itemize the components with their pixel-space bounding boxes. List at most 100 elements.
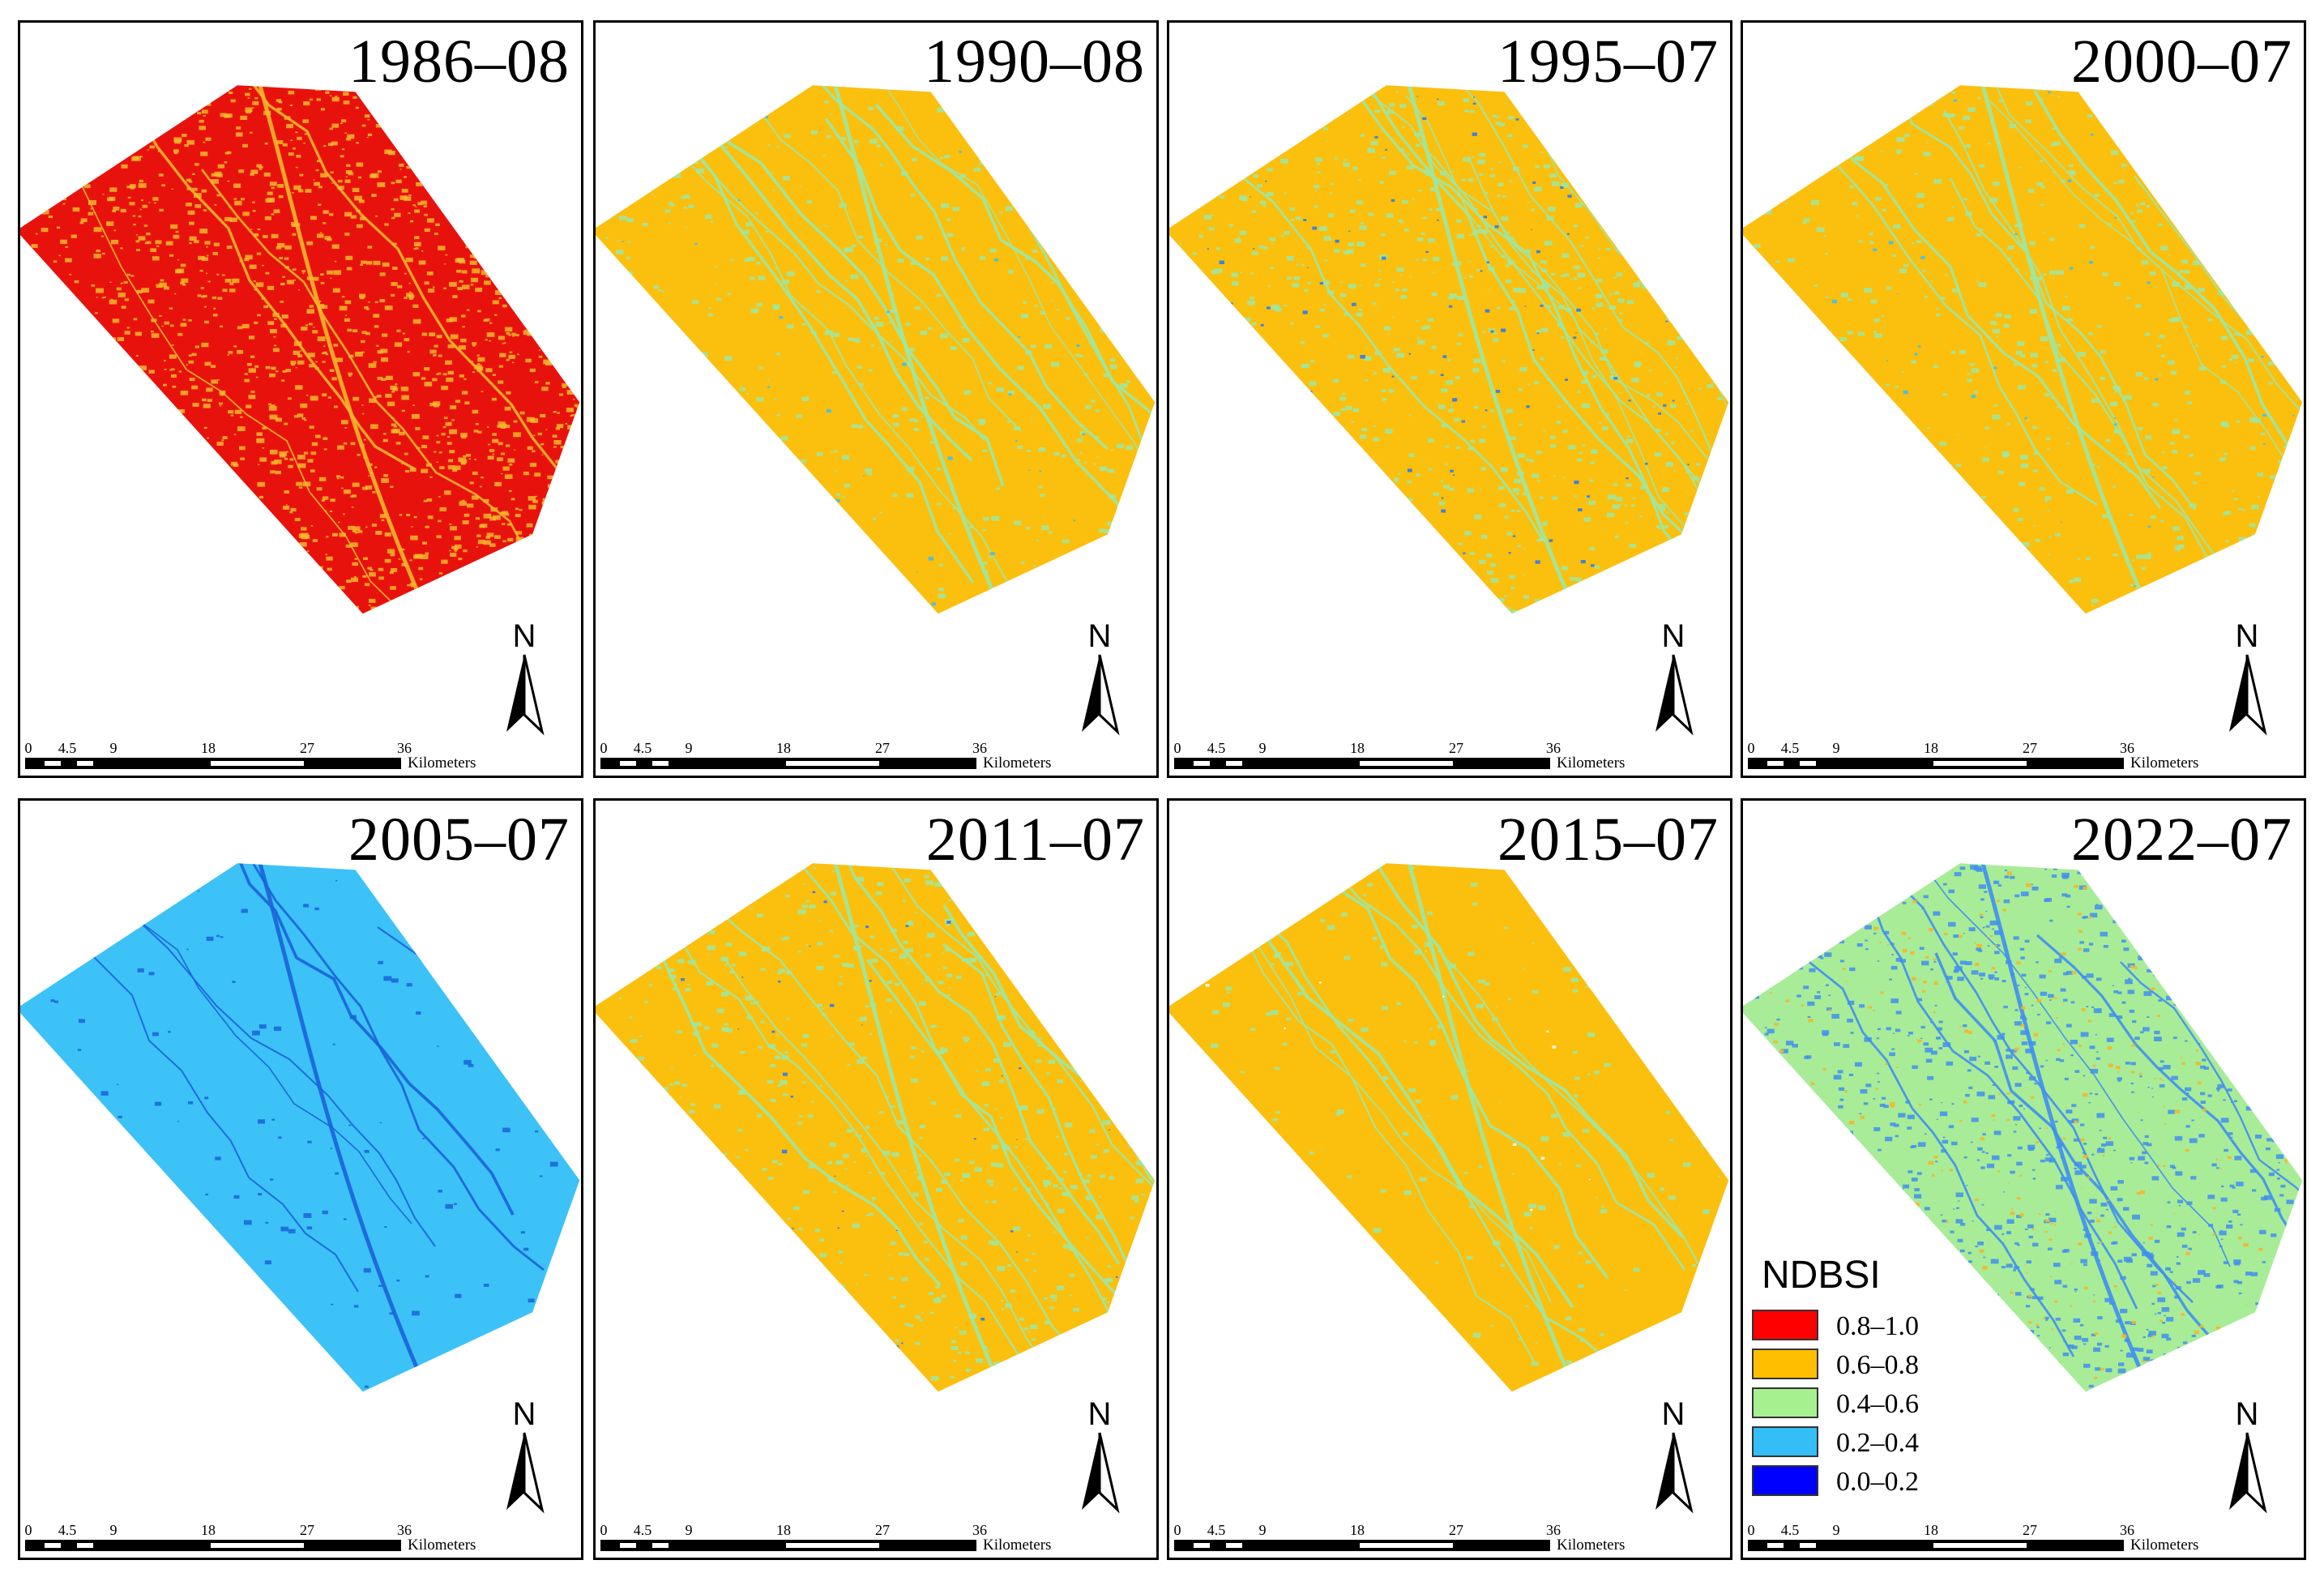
study-area-polygon [596, 863, 1156, 1392]
map-panel-2000-07: N 0 4.5 9 18 27 36 Kilometers 2000–07 [1741, 20, 2306, 778]
study-area-polygon [1743, 85, 2303, 614]
scale-tick-label: 4.5 [1781, 1522, 1800, 1538]
scale-tick-label: 18 [201, 1522, 216, 1538]
north-label: N [1088, 618, 1112, 654]
legend-swatch [1752, 1387, 1818, 1418]
panel-year-label: 2000–07 [2071, 28, 2292, 96]
scale-tick-label: 27 [1449, 1522, 1463, 1538]
scale-unit-label: Kilometers [408, 754, 476, 772]
legend-swatch [1752, 1310, 1818, 1340]
scale-tick-label: 27 [1449, 740, 1463, 756]
map-panel-1995-07: N 0 4.5 9 18 27 36 Kilometers 1995–07 [1167, 20, 1732, 778]
legend-label: 0.4–0.6 [1836, 1389, 1919, 1419]
legend-item: 0.6–0.8 [1752, 1349, 1922, 1383]
legend-swatch [1752, 1426, 1818, 1457]
scale-tick-label: 18 [776, 1522, 791, 1538]
scale-tick-label: 0 [1174, 1522, 1181, 1538]
scale-tick-label: 18 [776, 740, 791, 756]
legend-swatch [1752, 1465, 1818, 1496]
scale-tick-label: 36 [1546, 1522, 1561, 1538]
scale-tick-label: 0 [1748, 1522, 1755, 1538]
map-panel-1990-08: N 0 4.5 9 18 27 36 Kilometers 1990–08 [593, 20, 1159, 778]
scale-tick-label: 0 [25, 1522, 32, 1538]
scale-tick-label: 9 [686, 1522, 693, 1538]
scale-tick-label: 9 [110, 740, 117, 756]
north-label: N [2236, 1396, 2259, 1432]
scale-tick-label: 9 [1259, 1522, 1267, 1538]
scale-unit-label: Kilometers [1557, 1537, 1625, 1554]
scale-tick-label: 27 [2023, 740, 2037, 756]
scale-tick-label: 27 [875, 1522, 890, 1538]
legend-item: 0.2–0.4 [1752, 1426, 1922, 1460]
study-area-polygon [1743, 863, 2303, 1392]
scale-unit-label: Kilometers [983, 1537, 1051, 1554]
north-label: N [2236, 618, 2259, 654]
scale-unit-label: Kilometers [408, 1537, 476, 1554]
scale-tick-label: 9 [1833, 1522, 1840, 1538]
north-label: N [513, 1396, 536, 1432]
scale-tick-label: 18 [1350, 740, 1365, 756]
north-arrow-icon: N [1655, 1396, 1694, 1514]
scale-tick-label: 36 [972, 1522, 987, 1538]
scale-tick-label: 18 [201, 740, 216, 756]
panel-year-label: 2015–07 [1497, 806, 1719, 874]
scale-tick-label: 36 [1546, 740, 1561, 756]
legend-item: 0.4–0.6 [1752, 1387, 1922, 1421]
scale-tick-label: 0 [1174, 740, 1181, 756]
scale-tick-label: 36 [397, 1522, 412, 1538]
study-area-polygon [1169, 863, 1729, 1392]
north-arrow-icon: N [1655, 618, 1694, 736]
scale-tick-label: 36 [2120, 1522, 2134, 1538]
scale-tick-label: 27 [2023, 1522, 2037, 1538]
scale-tick-label: 9 [1259, 740, 1267, 756]
map-panel-2015-07: N 0 4.5 9 18 27 36 Kilometers 2015–07 [1167, 798, 1732, 1560]
scale-tick-label: 9 [110, 1522, 117, 1538]
scale-unit-label: Kilometers [983, 754, 1051, 772]
scale-tick-label: 0 [1748, 740, 1755, 756]
scale-tick-label: 4.5 [634, 1522, 652, 1538]
north-label: N [1088, 1396, 1112, 1432]
scale-unit-label: Kilometers [1557, 754, 1625, 772]
scale-tick-label: 4.5 [634, 740, 652, 756]
scale-tick-label: 0 [600, 1522, 608, 1538]
scale-unit-label: Kilometers [2130, 1537, 2198, 1554]
north-arrow-icon: N [2229, 1396, 2267, 1514]
scale-tick-label: 4.5 [58, 1522, 77, 1538]
north-arrow-icon: N [2229, 618, 2267, 736]
scale-tick-label: 4.5 [58, 740, 77, 756]
scale-tick-label: 36 [2120, 740, 2134, 756]
north-arrow-icon: N [1082, 618, 1120, 736]
legend-label: 0.2–0.4 [1836, 1428, 1919, 1458]
panel-year-label: 1995–07 [1497, 28, 1719, 96]
scale-tick-label: 18 [1350, 1522, 1365, 1538]
panel-year-label: 2011–07 [925, 806, 1145, 874]
legend-label: 0.0–0.2 [1836, 1467, 1919, 1497]
study-area-polygon [20, 85, 580, 614]
scale-unit-label: Kilometers [2130, 754, 2198, 772]
legend-item: 0.8–1.0 [1752, 1310, 1922, 1344]
north-label: N [1662, 1396, 1685, 1432]
legend-item: 0.0–0.2 [1752, 1465, 1922, 1499]
panel-year-label: 2005–07 [348, 806, 570, 874]
study-area-polygon [596, 85, 1156, 614]
map-panel-2005-07: N 0 4.5 9 18 27 36 Kilometers 2005–07 [18, 798, 583, 1560]
scale-tick-label: 18 [1924, 1522, 1938, 1538]
north-label: N [513, 618, 536, 654]
scale-tick-label: 36 [397, 740, 412, 756]
scale-tick-label: 27 [300, 1522, 314, 1538]
legend-label: 0.6–0.8 [1836, 1350, 1919, 1380]
scale-tick-label: 36 [972, 740, 987, 756]
scale-tick-label: 27 [875, 740, 890, 756]
north-label: N [1662, 618, 1685, 654]
